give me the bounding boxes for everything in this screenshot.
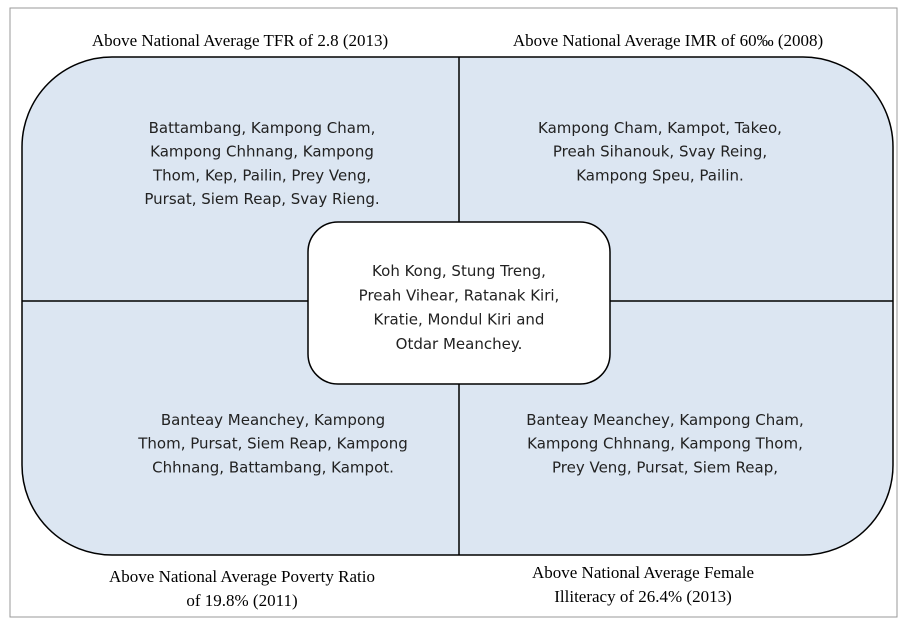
quadrant-label: Above National Average Female — [532, 563, 754, 582]
quadrant-text: Banteay Meanchey, Kampong — [161, 411, 385, 429]
quadrant-text: Pursat, Siem Reap, Svay Rieng. — [144, 190, 379, 208]
quadrant-text: Kampong Speu, Pailin. — [576, 166, 744, 184]
quadrant-text: Banteay Meanchey, Kampong Cham, — [526, 411, 804, 429]
frame — [9, 7, 898, 618]
quadrant-label: of 19.8% (2011) — [186, 591, 297, 610]
quadrant-text: Preah Sihanouk, Svay Reing, — [553, 143, 767, 161]
quadrant-text: Kampong Chhnang, Kampong Thom, — [527, 435, 803, 453]
center-box — [307, 221, 611, 385]
quadrant-label: Above National Average TFR of 2.8 (2013) — [92, 31, 388, 50]
center-text: Kratie, Mondul Kiri and — [374, 311, 545, 329]
center-text: Koh Kong, Stung Treng, — [372, 262, 546, 280]
quadrant-text: Thom, Pursat, Siem Reap, Kampong — [137, 435, 408, 453]
quadrant-text: Prey Veng, Pursat, Siem Reap, — [552, 458, 778, 476]
quadrant-text: Kampong Cham, Kampot, Takeo, — [538, 119, 782, 137]
center-text: Preah Vihear, Ratanak Kiri, — [359, 286, 560, 304]
quadrant-text: Battambang, Kampong Cham, — [149, 119, 376, 137]
quadrant-text: Kampong Chhnang, Kampong — [150, 143, 374, 161]
quadrant-text: Chhnang, Battambang, Kampot. — [152, 458, 394, 476]
quadrant-text: Thom, Kep, Pailin, Prey Veng, — [152, 166, 371, 184]
center-text: Otdar Meanchey. — [396, 335, 523, 353]
quadrant-label: Above National Average IMR of 60‰ (2008) — [513, 31, 823, 50]
quadrant-label: Illiteracy of 26.4% (2013) — [554, 587, 732, 606]
quadrant-label: Above National Average Poverty Ratio — [109, 567, 375, 586]
